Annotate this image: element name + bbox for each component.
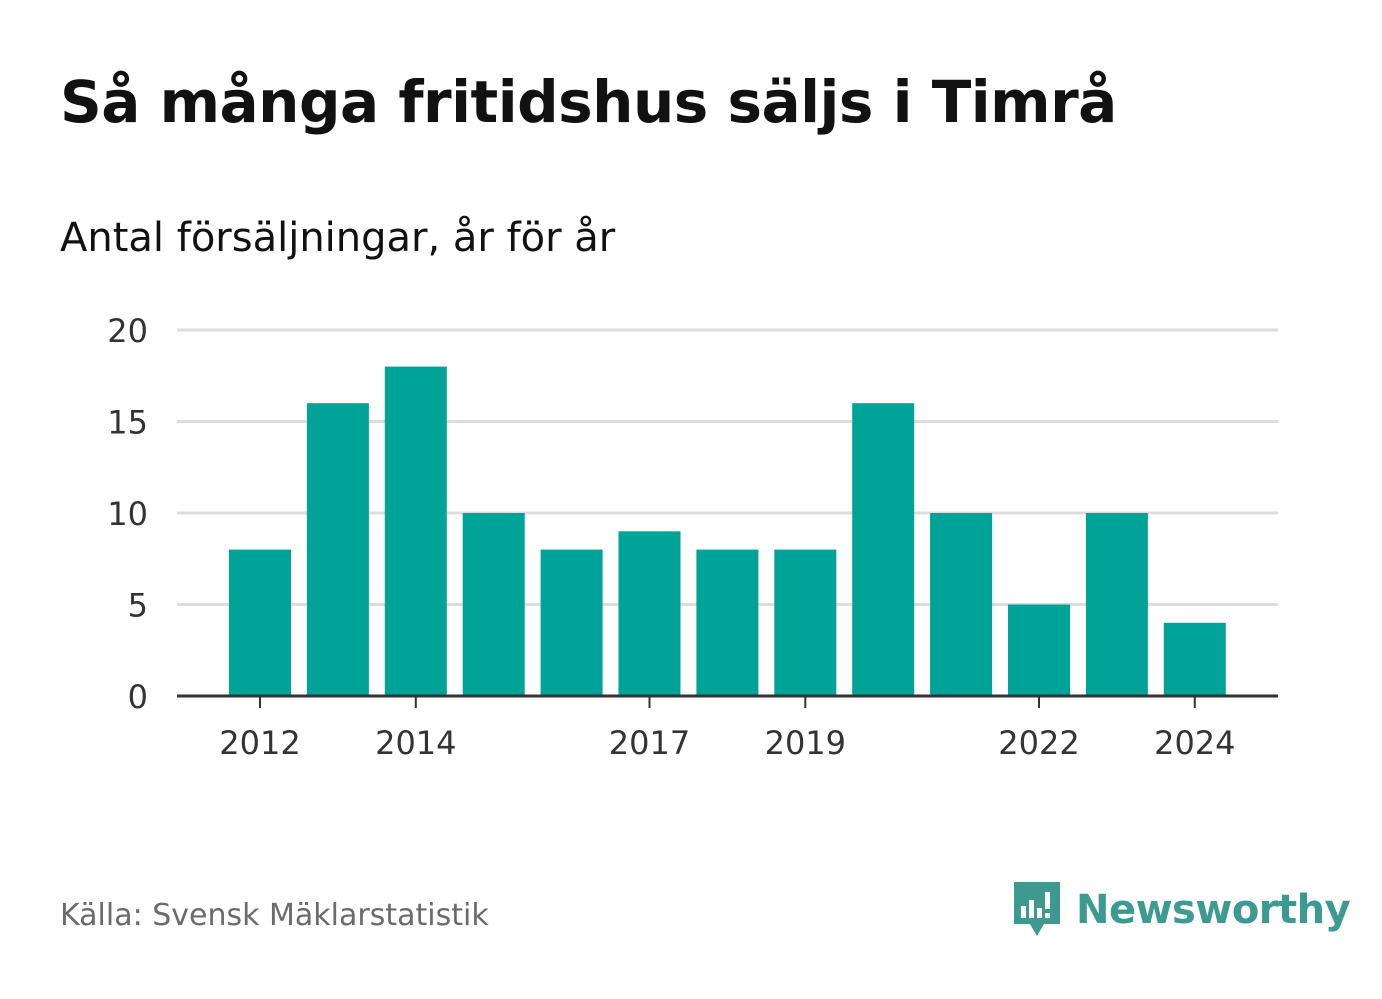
brand-logo: Newsworthy xyxy=(1010,878,1351,942)
chart-title: Så många fritidshus säljs i Timrå xyxy=(60,68,1117,136)
bar xyxy=(1163,622,1226,696)
bar xyxy=(462,513,525,696)
x-tick-label: 2014 xyxy=(375,724,456,762)
bar xyxy=(384,366,447,696)
bar xyxy=(774,549,837,696)
bar xyxy=(229,549,291,696)
y-tick-label: 0 xyxy=(128,678,148,716)
x-tick-label: 2019 xyxy=(765,724,846,762)
x-tick-label: 2012 xyxy=(219,724,300,762)
newsworthy-logo-icon xyxy=(1014,882,1060,936)
bar xyxy=(540,549,603,696)
source-note: Källa: Svensk Mäklarstatistik xyxy=(60,898,489,933)
chart-subtitle: Antal försäljningar, år för år xyxy=(60,215,616,261)
x-tick-label: 2024 xyxy=(1154,724,1235,762)
bar xyxy=(1008,604,1070,696)
bar xyxy=(306,403,369,696)
x-tick-label: 2022 xyxy=(998,724,1079,762)
y-tick-label: 5 xyxy=(128,587,148,625)
x-tick-label: 2017 xyxy=(609,724,690,762)
bar xyxy=(1085,513,1148,696)
bar xyxy=(852,403,915,696)
y-tick-label: 20 xyxy=(107,312,148,350)
bar xyxy=(618,531,681,696)
y-tick-label: 15 xyxy=(107,404,148,442)
y-tick-label: 10 xyxy=(107,495,148,533)
bar xyxy=(930,513,993,696)
bar xyxy=(696,549,759,696)
brand-name: Newsworthy xyxy=(1076,887,1351,933)
